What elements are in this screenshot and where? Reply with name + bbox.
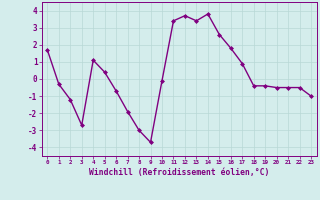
X-axis label: Windchill (Refroidissement éolien,°C): Windchill (Refroidissement éolien,°C) bbox=[89, 168, 269, 177]
